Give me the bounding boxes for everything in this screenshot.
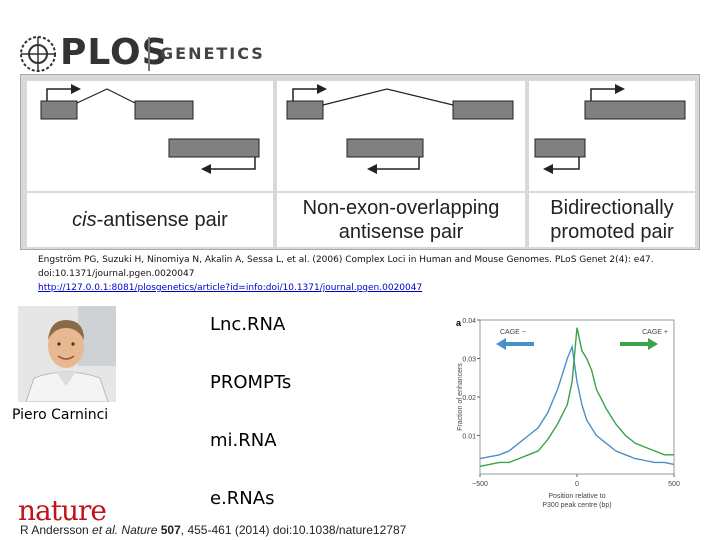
- x-axis-label-line2: P300 peak centre (bp): [542, 502, 611, 509]
- ref-rest: , 455-461 (2014) doi:10.1038/nature12787: [180, 523, 407, 537]
- cis-antisense-diagram: [27, 81, 273, 191]
- y-tick-label: 0.04: [462, 318, 476, 325]
- gene-pair-figure: cis-antisense pair Non-exon-overlapping a…: [20, 74, 700, 250]
- annotation-cage-minus: CAGE −: [500, 329, 526, 336]
- panel-label: a: [456, 318, 462, 328]
- arrow-right-icon: [648, 338, 658, 350]
- citation-text: Engström PG, Suzuki H, Ninomiya N, Akali…: [38, 255, 654, 279]
- person-photo: [18, 306, 116, 402]
- rna-type-prompts: PROMPTs: [210, 372, 292, 393]
- ref-prefix: R Andersson: [20, 523, 93, 537]
- y-axis-label: Fraction of enhancers: [457, 363, 464, 431]
- cis-rest: -antisense pair: [96, 209, 228, 231]
- plos-brand: PLOS: [60, 32, 169, 73]
- plos-logo-icon: [20, 36, 56, 72]
- citation-link[interactable]: http://127.0.0.1:8081/plosgenetics/artic…: [38, 283, 423, 293]
- series-line-cage-plus: [479, 327, 674, 467]
- x-tick-label: 0: [575, 481, 579, 488]
- series-line-cage-minus: [479, 344, 675, 466]
- rna-type-lncrna: Lnc.RNA: [210, 314, 286, 335]
- person-caption: Piero Carninci: [12, 407, 109, 423]
- journal-name: GENETICS: [160, 44, 265, 63]
- arrow-left-icon: [496, 338, 506, 350]
- nature-logo: nature: [18, 494, 107, 527]
- y-tick-label: 0.02: [462, 395, 476, 402]
- y-tick-label: 0.03: [462, 357, 476, 364]
- x-axis-label-line1: Position relative to: [548, 493, 605, 500]
- cis-prefix: cis: [72, 209, 97, 231]
- non-exon-overlapping-label: Non-exon-overlapping antisense pair: [277, 193, 525, 247]
- enhancer-chart: a 0.01 0.02 0.03 0.04 −500 0 500 Position relati…: [456, 318, 680, 509]
- figure-citation: Engström PG, Suzuki H, Ninomiya N, Akali…: [38, 253, 698, 295]
- rna-type-mirna: mi.RNA: [210, 430, 277, 451]
- cis-antisense-drawing: [40, 84, 260, 174]
- x-tick-label: −500: [472, 481, 488, 488]
- ref-italic: et al. Nature: [92, 523, 158, 537]
- x-tick-label: 500: [668, 481, 680, 488]
- bidirectional-promoter-diagram: [529, 81, 695, 191]
- non-exon-line1: Non-exon-overlapping: [302, 197, 500, 219]
- bidirectional-label: Bidirectionally promoted pair: [529, 193, 695, 247]
- cis-antisense-label: cis-antisense pair: [27, 193, 273, 247]
- nature-reference: R Andersson et al. Nature 507, 455-461 (…: [20, 523, 406, 537]
- brand-divider: [148, 37, 150, 71]
- bidir-line1: Bidirectionally: [550, 197, 674, 219]
- bidirectional-promoter-drawing: [534, 84, 686, 174]
- y-tick-label: 0.01: [462, 434, 476, 441]
- non-exon-line2: antisense pair: [338, 221, 464, 243]
- annotation-cage-plus: CAGE +: [642, 329, 668, 336]
- non-exon-overlapping-diagram: [277, 81, 525, 191]
- bidir-line2: promoted pair: [550, 221, 674, 243]
- rna-type-ernas: e.RNAs: [210, 488, 275, 509]
- non-exon-overlapping-drawing: [286, 84, 514, 174]
- ref-volume: 507: [157, 523, 181, 537]
